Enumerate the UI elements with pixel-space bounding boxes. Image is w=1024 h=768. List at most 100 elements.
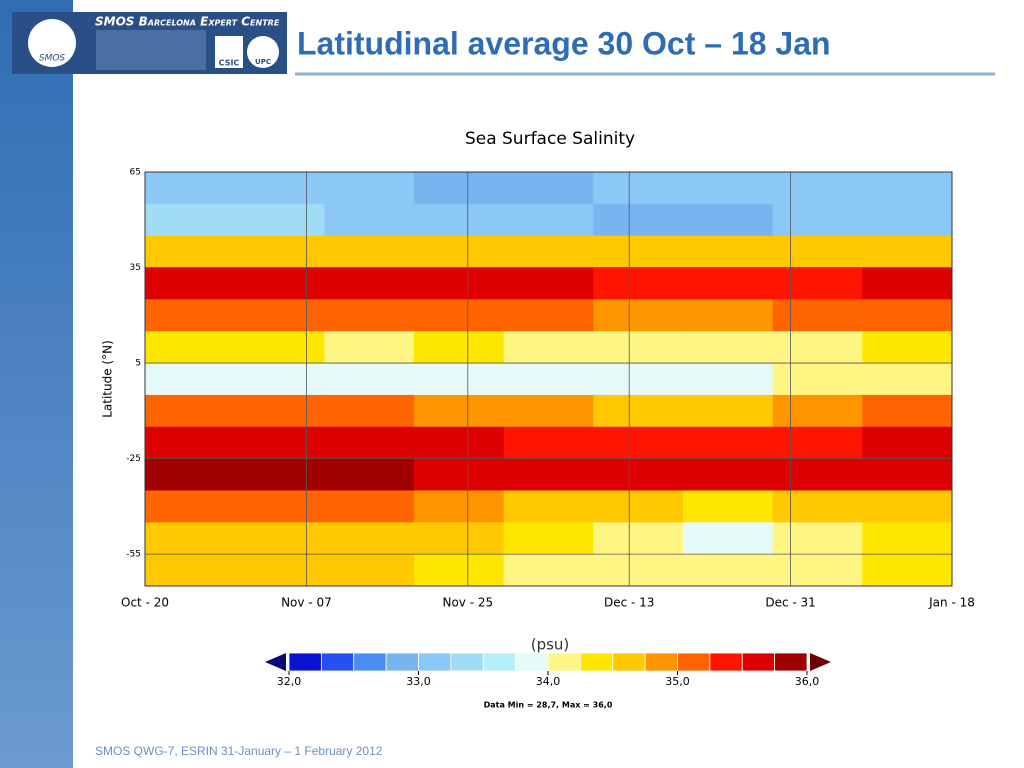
heat-cell bbox=[593, 394, 684, 428]
heat-cell bbox=[145, 172, 236, 205]
side-bar bbox=[0, 0, 73, 768]
heat-cell bbox=[772, 203, 863, 237]
heat-cell bbox=[503, 490, 594, 523]
heat-cell bbox=[145, 458, 236, 491]
heat-cell bbox=[324, 394, 415, 428]
logo-upc: UPC bbox=[255, 58, 271, 66]
y-tick-label: 35 bbox=[130, 263, 141, 273]
heat-cell bbox=[593, 554, 684, 587]
heat-cell bbox=[503, 299, 594, 332]
heat-cell bbox=[862, 267, 953, 300]
heat-cell bbox=[862, 522, 953, 555]
heat-cell bbox=[234, 522, 325, 555]
logo-centre: SMOS Barcelona Expert Centre bbox=[95, 15, 280, 29]
heat-cell bbox=[772, 394, 863, 428]
colorbar-swatch bbox=[547, 652, 581, 672]
heat-cell bbox=[414, 267, 505, 300]
heat-cell bbox=[772, 172, 863, 205]
heat-cell bbox=[324, 267, 415, 300]
colorbar-label: (psu) bbox=[531, 636, 570, 654]
heat-cell bbox=[324, 331, 415, 364]
heat-cell bbox=[772, 299, 863, 332]
heat-cell bbox=[683, 203, 774, 237]
heat-cell bbox=[772, 522, 863, 555]
colorbar-tick-label: 33,0 bbox=[406, 675, 431, 688]
heat-cell bbox=[772, 267, 863, 300]
heat-cell bbox=[862, 363, 953, 396]
heat-cell bbox=[414, 458, 505, 491]
heat-cell bbox=[503, 458, 594, 491]
heat-cell bbox=[503, 394, 594, 428]
heat-cell bbox=[593, 172, 684, 205]
heat-cell bbox=[503, 172, 594, 205]
heat-cell bbox=[145, 203, 236, 237]
heat-cell bbox=[324, 172, 415, 205]
colorbar-swatch bbox=[515, 652, 549, 672]
heat-cell bbox=[234, 172, 325, 205]
heat-cell bbox=[772, 363, 863, 396]
heat-cell bbox=[324, 554, 415, 587]
logo-smos: SMOS bbox=[39, 54, 66, 64]
colorbar-swatch bbox=[353, 652, 387, 672]
heat-cell bbox=[503, 426, 594, 460]
heat-cell bbox=[145, 331, 236, 364]
x-tick-label: Nov - 07 bbox=[281, 596, 332, 610]
colorbar-tick-label: 34,0 bbox=[536, 675, 561, 688]
heat-cell bbox=[324, 522, 415, 555]
colorbar-swatch bbox=[288, 652, 322, 672]
colorbar-swatch bbox=[677, 652, 711, 672]
colorbar-note: Data Min = 28,7, Max = 36,0 bbox=[484, 701, 613, 710]
heat-cell bbox=[862, 426, 953, 460]
heat-cell bbox=[772, 235, 863, 269]
heat-cell bbox=[683, 267, 774, 300]
heat-cell bbox=[234, 203, 325, 237]
heat-cell bbox=[683, 490, 774, 523]
colorbar-swatch bbox=[579, 652, 614, 672]
heat-cell bbox=[683, 331, 774, 364]
heat-cell bbox=[414, 363, 505, 396]
heat-cell bbox=[862, 490, 953, 523]
heat-cell bbox=[772, 426, 863, 460]
heat-cell bbox=[862, 554, 953, 587]
heat-cell bbox=[593, 458, 684, 491]
heat-cell bbox=[683, 426, 774, 460]
heat-cell bbox=[772, 554, 863, 587]
heat-cell bbox=[503, 554, 594, 587]
slide-title: Latitudinal average 30 Oct – 18 Jan bbox=[297, 25, 831, 61]
colorbar-tick-label: 32,0 bbox=[277, 675, 302, 688]
heat-cell bbox=[324, 235, 415, 269]
heat-cell bbox=[414, 235, 505, 269]
heat-cell bbox=[234, 363, 325, 396]
heat-cell bbox=[145, 267, 236, 300]
x-tick-label: Nov - 25 bbox=[442, 596, 493, 610]
x-tick-label: Dec - 13 bbox=[604, 596, 654, 610]
heat-cell bbox=[234, 394, 325, 428]
heat-cell bbox=[414, 522, 505, 555]
plot-frame bbox=[144, 171, 953, 587]
heat-cell bbox=[503, 363, 594, 396]
heat-cell bbox=[862, 331, 953, 364]
heat-cell bbox=[593, 267, 684, 300]
heat-cell bbox=[862, 394, 953, 428]
heat-cell bbox=[414, 172, 505, 205]
heat-cell bbox=[683, 172, 774, 205]
colorbar-swatch bbox=[385, 652, 419, 672]
heat-cell bbox=[414, 394, 505, 428]
heat-cell bbox=[503, 522, 594, 555]
heat-cell bbox=[503, 203, 594, 237]
heat-cell bbox=[324, 426, 415, 460]
heat-cell bbox=[593, 522, 684, 555]
chart-title: Sea Surface Salinity bbox=[465, 129, 635, 149]
logo-csic-box bbox=[215, 36, 243, 68]
heat-cell bbox=[683, 363, 774, 396]
colorbar-swatch bbox=[774, 652, 808, 672]
heat-cell bbox=[145, 522, 236, 555]
x-tick-label: Dec - 31 bbox=[765, 596, 815, 610]
logo-upc-disc bbox=[247, 36, 279, 68]
x-tick-label: Oct - 20 bbox=[121, 596, 169, 610]
heat-cell bbox=[145, 235, 236, 269]
heat-cell bbox=[324, 203, 415, 237]
heat-cell bbox=[234, 554, 325, 587]
heat-cell bbox=[683, 235, 774, 269]
